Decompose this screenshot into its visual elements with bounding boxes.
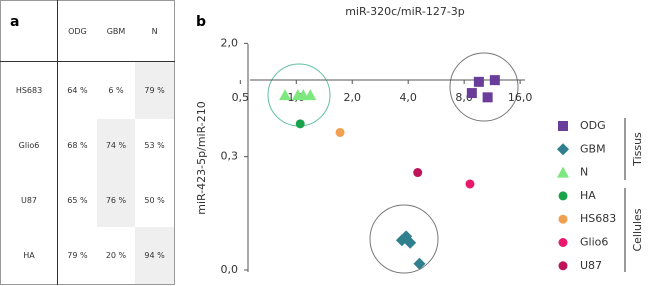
- cell: 74 %: [96, 118, 136, 173]
- row-label: HS683: [0, 61, 58, 119]
- y-tick-label: 2,0: [221, 36, 239, 49]
- point: [335, 127, 345, 137]
- point: [465, 179, 475, 189]
- legend-label: GBM: [580, 142, 606, 155]
- cell: 79 %: [67, 251, 88, 261]
- point: [413, 168, 423, 178]
- row-label: HA: [0, 227, 58, 285]
- point: [489, 75, 500, 86]
- x-tick-label: 0,5: [232, 91, 250, 104]
- legend-marker: [558, 191, 568, 201]
- legend-marker: [558, 121, 568, 131]
- legend-label: ODG: [580, 119, 606, 132]
- cell: 68 %: [67, 141, 88, 151]
- point: [279, 89, 292, 101]
- point: [466, 88, 477, 99]
- legend-group: Cellules: [631, 208, 644, 251]
- legend-marker: [558, 214, 568, 224]
- cell: 76 %: [96, 172, 136, 228]
- header-cell: ODG: [57, 0, 97, 62]
- x-tick-label: 16,0: [508, 91, 533, 104]
- point: [295, 119, 305, 129]
- cell: 50 %: [144, 195, 165, 205]
- legend-label: N: [580, 166, 588, 179]
- panel-label: b: [196, 14, 206, 30]
- point: [413, 257, 426, 270]
- chart-title: miR-320c/miR-127-3p: [345, 5, 465, 18]
- legend-label: HS683: [580, 212, 616, 225]
- header-cell: GBM: [96, 0, 136, 62]
- point: [482, 92, 493, 103]
- y-tick-label: 0,0: [221, 263, 239, 276]
- cell: 94 %: [135, 227, 175, 285]
- legend-marker: [558, 261, 568, 271]
- point: [304, 89, 317, 101]
- point: [473, 76, 484, 87]
- row-label: Glio6: [0, 118, 58, 173]
- row-label: U87: [0, 172, 58, 228]
- legend-label: Glio6: [580, 236, 608, 249]
- cluster-circle: [449, 52, 519, 122]
- y-tick-label: 0,3: [221, 150, 239, 163]
- legend-label: U87: [580, 259, 602, 272]
- x-tick-label: 2,0: [343, 91, 361, 104]
- cluster-circle: [369, 204, 439, 274]
- point: [404, 236, 417, 249]
- legend-marker: [557, 143, 569, 156]
- cell: 64 %: [67, 85, 88, 95]
- table: ODG GBM N HS683 64 % 6 % 79 % Glio6 68 % 74 % 53…: [0, 0, 175, 285]
- header-cell: N: [135, 0, 175, 62]
- y-axis-label: miR-423-5p/miR-210: [195, 101, 208, 215]
- legend-marker: [557, 166, 569, 178]
- legend-marker: [558, 238, 568, 247]
- cell: 53 %: [144, 141, 165, 151]
- x-tick-label: 4,0: [399, 91, 417, 104]
- cell: 65 %: [67, 195, 88, 205]
- legend-label: HA: [580, 189, 596, 202]
- cell: 20 %: [105, 251, 127, 261]
- cell: 79 %: [135, 61, 175, 119]
- legend-group: Tissus: [631, 132, 644, 167]
- cell: 6 %: [108, 85, 124, 95]
